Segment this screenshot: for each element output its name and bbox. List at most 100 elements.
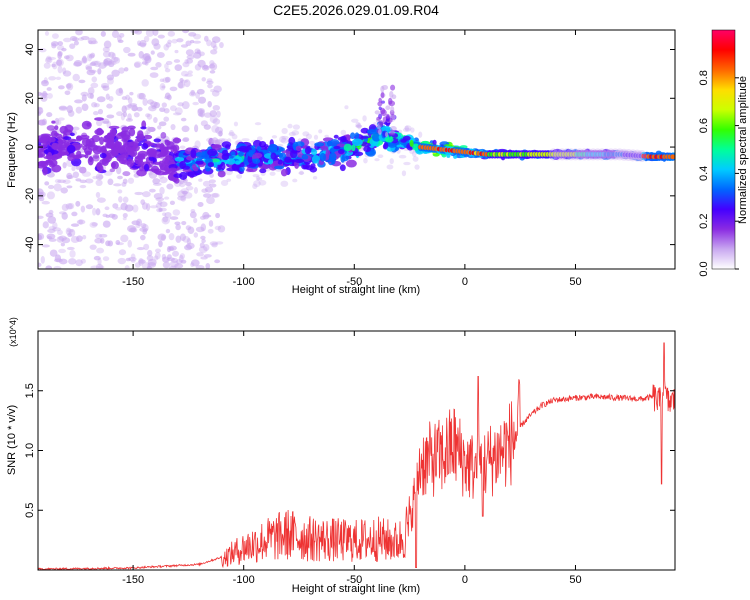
colorbar-frame: [711, 29, 736, 270]
spectrogram-noise-blob: [142, 98, 148, 106]
spectrogram-noise-blob: [74, 99, 83, 104]
spectrogram-xlabel: Height of straight line (km): [292, 284, 420, 296]
spectrogram-noise-blob: [43, 77, 48, 84]
spectrogram-noise-blob: [414, 164, 420, 170]
spectrogram-band-blob: [345, 159, 357, 168]
spectrogram-noise-blob: [161, 102, 167, 108]
snr-xlabel: Height of straight line (km): [292, 583, 420, 595]
spectrogram-band-blob: [350, 132, 356, 140]
spectrogram-noise-blob: [197, 108, 205, 114]
spectrogram-band-blob: [309, 166, 318, 173]
spectrogram-noise-blob: [226, 178, 232, 182]
colorbar-label: Normalized spectral amplitude: [737, 76, 749, 224]
spectrogram-noise-blob: [85, 178, 94, 184]
spectrogram-noise-blob: [198, 96, 207, 104]
spectrogram-noise-blob: [206, 39, 212, 47]
spectrogram-band-blob: [267, 159, 273, 165]
spectrogram-noise-blob: [105, 93, 110, 100]
spectrogram-noise-blob: [40, 256, 45, 264]
spectrogram-noise-blob: [95, 263, 103, 269]
spectrogram-band-blob: [140, 126, 147, 130]
spectrogram-band-blob: [137, 130, 144, 138]
spectrogram-noise-blob: [220, 179, 229, 187]
spectrogram-noise-blob: [256, 136, 263, 141]
spectrogram-noise-blob: [111, 69, 120, 77]
spectrogram-band-blob: [67, 153, 76, 162]
spectrogram-spike-blob: [379, 122, 384, 127]
spectrogram-noise-blob: [214, 259, 221, 264]
spectrogram-noise-blob: [172, 112, 182, 116]
spectrogram-noise-blob: [181, 101, 190, 110]
spectrogram-noise-blob: [168, 265, 177, 269]
spectrogram-noise-blob: [201, 77, 206, 82]
spectrogram-haze: [627, 149, 638, 162]
spectrogram-noise-blob: [130, 259, 136, 263]
spectrogram-noise-blob: [308, 140, 315, 145]
spectrogram-band-blob: [325, 149, 331, 158]
spectrogram-noise-blob: [180, 117, 187, 122]
spectrogram-noise-blob: [299, 170, 304, 176]
spectrogram-noise-blob: [187, 226, 195, 235]
spectrogram-noise-blob: [38, 91, 43, 97]
spectrogram-noise-blob: [78, 219, 83, 225]
spectrogram-noise-blob: [124, 204, 134, 212]
spectrogram-noise-blob: [149, 72, 159, 78]
spectrogram-noise-blob: [57, 179, 67, 184]
spectrogram-noise-blob: [89, 69, 97, 74]
spectrogram-noise-blob: [103, 40, 112, 49]
spectrogram-noise-blob: [82, 235, 87, 240]
spectrogram-noise-blob: [202, 193, 212, 198]
spectrogram-noise-blob: [124, 265, 130, 269]
spectrogram-noise-blob: [75, 106, 83, 114]
spectrogram-noise-blob: [152, 30, 159, 36]
spectrogram-noise-blob: [50, 41, 59, 47]
spectrogram-haze: [619, 148, 630, 161]
spectrogram-noise-blob: [38, 107, 44, 115]
spectrogram-noise-blob: [67, 202, 75, 210]
spectrogram-noise-blob: [164, 211, 172, 218]
spectrogram-band-blob: [366, 129, 377, 135]
spectrogram-noise-blob: [98, 62, 107, 69]
snr-panel: -150 -100 -50 0 50 0.5 1.0 1.5 Height of straig…: [6, 317, 676, 595]
spectrogram-noise-blob: [209, 110, 217, 117]
spectrogram-noise-blob: [58, 85, 65, 90]
spectrogram-noise-blob: [351, 118, 359, 123]
spectrogram-noise-blob: [58, 117, 65, 121]
spectrogram-band-blob: [134, 138, 141, 143]
spectrogram-noise-blob: [66, 185, 73, 189]
spectrogram-noise-blob: [355, 121, 361, 128]
spectrogram-band-blob: [322, 137, 334, 142]
spectrogram-band-blob: [45, 159, 51, 164]
spectrogram-noise-blob: [69, 43, 76, 49]
spectrogram-noise-blob: [185, 49, 194, 56]
spectrogram-noise-blob: [90, 265, 100, 269]
spectrogram-noise-blob: [80, 205, 86, 213]
spectrogram-band-blob: [38, 152, 44, 158]
spectrogram-noise-blob: [151, 105, 157, 109]
spectrogram-noise-blob: [141, 61, 148, 65]
spectrogram-noise-blob: [138, 50, 144, 59]
spectrogram-noise-blob: [184, 244, 193, 251]
spectrogram-noise-blob: [88, 40, 93, 45]
spectrogram-noise-blob: [46, 92, 53, 99]
spectrogram-haze: [557, 148, 568, 161]
spectrogram-noise-blob: [344, 105, 349, 110]
spectrogram-noise-blob: [145, 30, 154, 37]
spectrogram-noise-blob: [185, 185, 194, 191]
spectrogram-band-blob: [235, 160, 241, 165]
spectrogram-noise-blob: [41, 244, 50, 248]
spectrogram-noise-blob: [52, 227, 62, 232]
spectrogram-noise-blob: [103, 57, 112, 65]
spectrogram-noise-blob: [118, 196, 123, 203]
spectrogram-noise-blob: [410, 127, 415, 133]
spectrogram-noise-blob: [165, 42, 172, 48]
spectrogram-noise-blob: [79, 179, 87, 184]
spectrogram-spike-blob: [377, 101, 383, 107]
spectrogram-band-blob: [125, 143, 137, 153]
spectrogram-noise-blob: [102, 85, 110, 91]
spectrogram-band-blob: [99, 152, 107, 159]
spectrogram-noise-blob: [72, 171, 80, 179]
spectrogram-noise-blob: [38, 215, 44, 220]
spectrogram-haze: [636, 150, 647, 163]
